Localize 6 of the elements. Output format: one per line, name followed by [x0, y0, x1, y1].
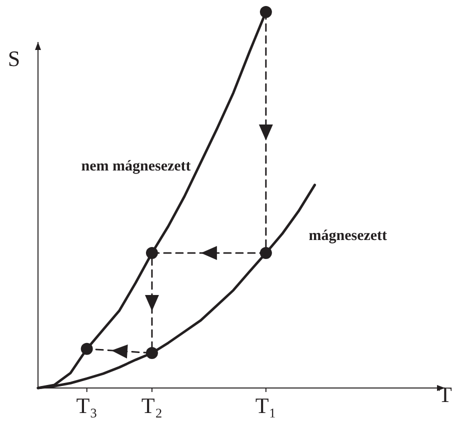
series-label: mágnesezett: [308, 228, 388, 244]
x-tick-label: T₂: [141, 393, 163, 418]
x-tick-label: T₃: [76, 393, 98, 418]
y-axis-title: S: [8, 46, 20, 71]
x-tick-label: T₁: [255, 393, 276, 418]
series-label: nem mágnesezett: [81, 158, 191, 174]
